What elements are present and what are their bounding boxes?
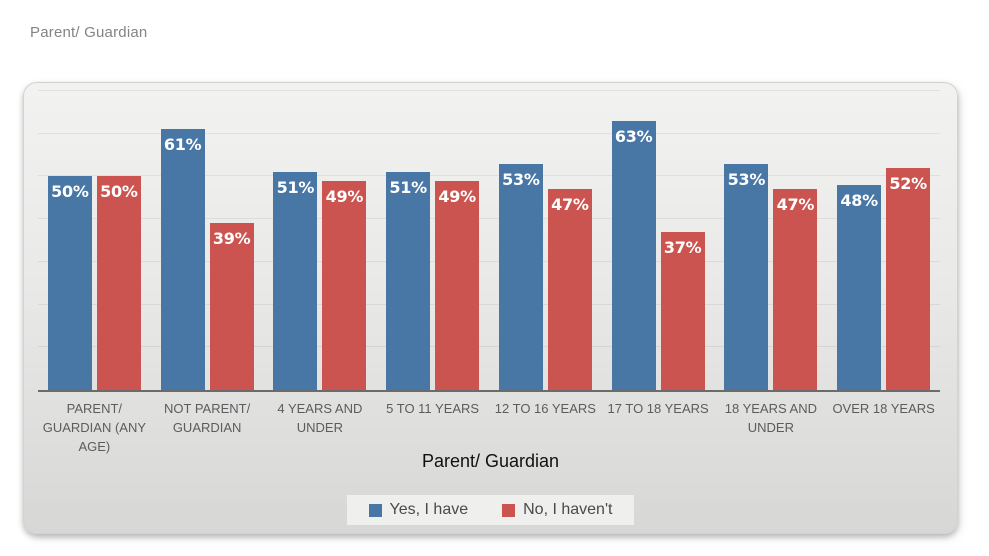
legend-row: Yes, I have No, I haven't bbox=[24, 495, 957, 525]
bar-no-i-haven-t[interactable]: 50% bbox=[96, 176, 141, 390]
x-axis-category-label: 17 TO 18 YEARS bbox=[607, 401, 709, 416]
bar-group: 53% 47% bbox=[715, 91, 828, 390]
bar-yes-i-have[interactable]: 61% bbox=[160, 129, 205, 390]
x-axis-category-label: OVER 18 YEARS bbox=[832, 401, 935, 416]
bar-value-label: 53% bbox=[502, 169, 540, 189]
legend-item-no-i-haven-t[interactable]: No, I haven't bbox=[502, 501, 612, 519]
gridline bbox=[38, 132, 940, 134]
page-title: Parent/ Guardian bbox=[30, 24, 148, 41]
bar-value-label: 39% bbox=[212, 229, 251, 249]
x-axis-category-label: PARENT/ GUARDIAN (ANY AGE) bbox=[42, 401, 147, 454]
x-axis-category-label: 5 TO 11 YEARS bbox=[386, 401, 480, 416]
x-axis-title: Parent/ Guardian bbox=[421, 451, 560, 471]
bar-yes-i-have[interactable]: 63% bbox=[611, 120, 656, 390]
bar-group: 63% 37% bbox=[602, 91, 715, 390]
bar-value-label: 50% bbox=[51, 182, 89, 202]
x-axis-line bbox=[38, 390, 940, 392]
bar-group: 53% 47% bbox=[489, 91, 602, 390]
bar-value-label: 48% bbox=[840, 190, 878, 210]
bar-group: 51% 49% bbox=[264, 91, 377, 390]
bar-group: 61% 39% bbox=[151, 91, 264, 390]
bar-value-label: 63% bbox=[614, 126, 653, 146]
bar-value-label: 53% bbox=[727, 169, 766, 189]
legend-label: Yes, I have bbox=[389, 501, 469, 518]
gridline bbox=[38, 175, 940, 177]
bar-yes-i-have[interactable]: 50% bbox=[47, 176, 92, 390]
bar-value-label: 61% bbox=[163, 135, 202, 155]
bar-no-i-haven-t[interactable]: 39% bbox=[209, 223, 254, 390]
bar-no-i-haven-t[interactable]: 49% bbox=[322, 180, 367, 390]
bar-value-label: 50% bbox=[100, 182, 138, 202]
chart-panel: 50% 50% 61% 39% 51% 49% 51% 49% 53% 47% 63% 37% 53% 4… bbox=[23, 82, 958, 534]
bar-no-i-haven-t[interactable]: 49% bbox=[435, 180, 480, 390]
bar-value-label: 37% bbox=[663, 237, 702, 257]
bar-group: 50% 50% bbox=[38, 91, 151, 390]
bar-yes-i-have[interactable]: 51% bbox=[386, 172, 431, 390]
legend: Yes, I have No, I haven't bbox=[346, 495, 635, 525]
bar-no-i-haven-t[interactable]: 52% bbox=[886, 167, 931, 390]
x-axis-category-label: 4 YEARS AND UNDER bbox=[277, 401, 363, 435]
bar-value-label: 52% bbox=[889, 173, 927, 193]
legend-swatch-icon bbox=[368, 503, 382, 517]
bar-yes-i-have[interactable]: 53% bbox=[498, 163, 543, 390]
x-axis-category-label: NOT PARENT/ GUARDIAN bbox=[164, 401, 251, 435]
bar-yes-i-have[interactable]: 51% bbox=[273, 172, 318, 390]
bar-group: 51% 49% bbox=[376, 91, 489, 390]
bar-value-label: 51% bbox=[276, 178, 315, 198]
bar-no-i-haven-t[interactable]: 37% bbox=[660, 231, 705, 390]
gridline bbox=[38, 346, 940, 348]
plot-area: 50% 50% 61% 39% 51% 49% 51% 49% 53% 47% 63% 37% 53% 4… bbox=[38, 90, 940, 392]
legend-item-yes-i-have[interactable]: Yes, I have bbox=[368, 501, 469, 519]
bar-no-i-haven-t[interactable]: 47% bbox=[773, 189, 818, 390]
x-axis-category-label: 12 TO 16 YEARS bbox=[494, 401, 596, 416]
gridline bbox=[38, 218, 940, 220]
legend-swatch-icon bbox=[502, 503, 516, 517]
bar-value-label: 47% bbox=[551, 195, 589, 215]
gridline bbox=[38, 90, 940, 91]
bar-value-label: 47% bbox=[776, 195, 815, 215]
legend-label: No, I haven't bbox=[523, 501, 613, 518]
bar-value-label: 49% bbox=[438, 186, 476, 206]
gridline bbox=[38, 303, 940, 305]
bar-groups: 50% 50% 61% 39% 51% 49% 51% 49% 53% 47% 63% 37% 53% 4… bbox=[38, 91, 940, 390]
bar-yes-i-have[interactable]: 48% bbox=[837, 184, 882, 390]
bar-yes-i-have[interactable]: 53% bbox=[724, 163, 769, 390]
bar-value-label: 51% bbox=[389, 178, 427, 198]
bar-group: 48% 52% bbox=[827, 91, 940, 390]
gridline bbox=[38, 260, 940, 262]
x-axis-category-label: 18 YEARS AND UNDER bbox=[724, 401, 817, 435]
x-axis-labels: PARENT/ GUARDIAN (ANY AGE) NOT PARENT/ GU… bbox=[38, 400, 940, 457]
bar-value-label: 49% bbox=[325, 186, 364, 206]
bar-no-i-haven-t[interactable]: 47% bbox=[547, 189, 592, 390]
